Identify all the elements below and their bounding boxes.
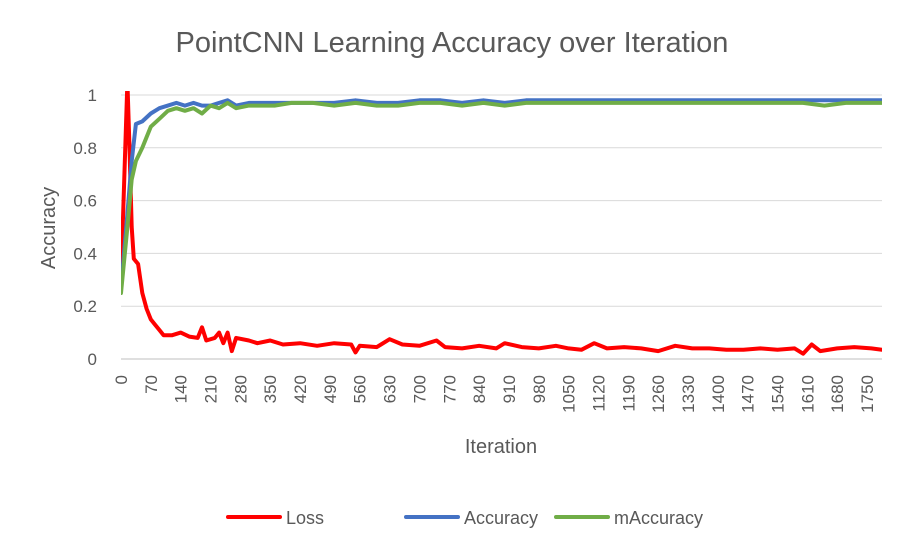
- x-tick-label: 1400: [709, 375, 728, 413]
- x-tick-label: 1120: [589, 375, 608, 412]
- grid: [121, 94, 882, 360]
- x-tick-label: 0: [112, 375, 131, 384]
- x-tick-label: 1190: [619, 375, 638, 412]
- x-tick-label: 840: [470, 375, 489, 403]
- x-tick-label: 980: [530, 375, 549, 403]
- x-tick-label: 560: [351, 375, 370, 403]
- series-line-maccuracy: [121, 100, 882, 295]
- legend: Loss Accuracy mAccuracy: [226, 508, 703, 528]
- x-tick-label: 630: [381, 375, 400, 403]
- legend-label-accuracy: Accuracy: [464, 508, 538, 528]
- x-tick-label: 280: [231, 375, 250, 403]
- x-tick-label: 350: [261, 375, 280, 403]
- x-tick-label: 140: [172, 375, 191, 403]
- x-tick-label: 1470: [739, 375, 758, 413]
- x-tick-label: 910: [500, 375, 519, 403]
- legend-label-maccuracy: mAccuracy: [614, 508, 703, 528]
- y-axis-label: Accuracy: [38, 187, 60, 269]
- x-axis-ticks: 0 70 140 210 280 350 420 490 560 630 700 770 840 910 9…: [112, 375, 877, 413]
- y-tick-label: 0: [88, 350, 97, 369]
- x-tick-label: 420: [291, 375, 310, 403]
- x-tick-label: 490: [321, 375, 340, 403]
- x-tick-label: 1680: [828, 375, 847, 413]
- x-tick-label: 700: [410, 375, 429, 403]
- y-tick-label: 0.8: [73, 139, 97, 158]
- x-tick-label: 210: [202, 375, 221, 403]
- x-tick-label: 1330: [679, 375, 698, 413]
- x-tick-label: 1610: [798, 375, 817, 413]
- y-tick-label: 1: [88, 86, 97, 105]
- x-tick-label: 1750: [858, 375, 877, 413]
- x-tick-label: 1540: [769, 375, 788, 413]
- y-tick-label: 0.4: [73, 244, 97, 263]
- x-tick-label: 70: [142, 375, 161, 394]
- series-line-loss: [121, 91, 882, 356]
- chart-title: PointCNN Learning Accuracy over Iteratio…: [176, 27, 729, 59]
- legend-label-loss: Loss: [286, 508, 324, 528]
- x-tick-label: 770: [440, 375, 459, 403]
- x-axis-label: Iteration: [465, 436, 537, 458]
- x-tick-label: 1050: [560, 375, 579, 413]
- series-line-accuracy: [121, 98, 882, 290]
- y-tick-label: 0.2: [73, 297, 97, 316]
- y-axis-ticks: 0 0.2 0.4 0.6 0.8 1: [73, 86, 97, 369]
- series-lines: [121, 91, 882, 356]
- x-tick-label: 1260: [649, 375, 668, 413]
- y-tick-label: 0.6: [73, 192, 97, 211]
